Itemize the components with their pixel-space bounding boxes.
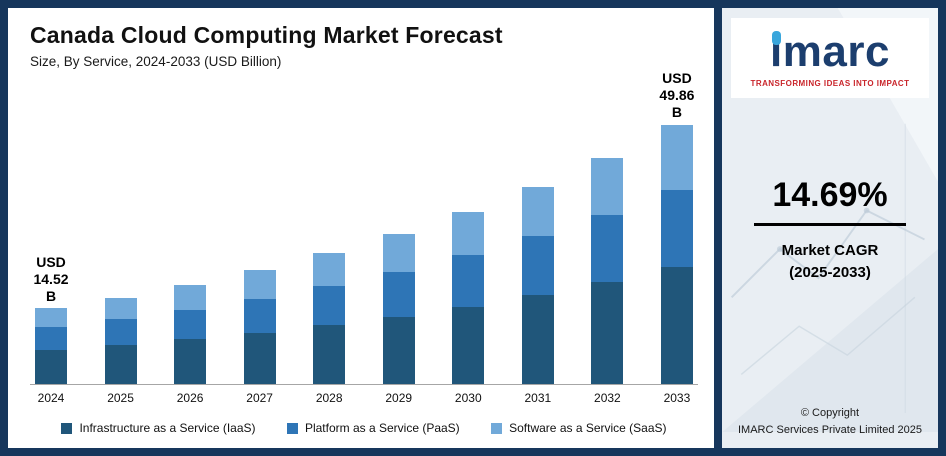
bar-stack-2033 <box>660 124 693 384</box>
bar-segment-iaas-2026 <box>174 339 207 384</box>
bar-segment-saas-2031 <box>521 186 554 237</box>
copyright-notice: © Copyright IMARC Services Private Limit… <box>738 405 922 438</box>
legend-label-iaas: Infrastructure as a Service (IaaS) <box>79 421 256 435</box>
bar-segment-paas-2030 <box>452 255 485 307</box>
cagr-underline <box>754 223 906 226</box>
plot-area: USD 14.52 B USD 49.86 B <box>30 70 698 385</box>
chart-title: Canada Cloud Computing Market Forecast <box>30 22 503 48</box>
bar-segment-saas-2030 <box>452 212 485 256</box>
imarc-logo-text: imarc <box>770 27 890 76</box>
bar-stack-2024 <box>35 308 67 384</box>
copyright-line2: IMARC Services Private Limited 2025 <box>737 423 922 436</box>
bar-column-2032 <box>590 158 624 384</box>
bar-segment-iaas-2031 <box>521 295 554 384</box>
x-axis-label-2032: 2032 <box>594 391 621 405</box>
bar-stack-2031 <box>521 186 554 384</box>
imarc-logo: imarc TRANSFORMING IDEAS INTO IMPACT <box>731 18 929 98</box>
bar-segment-paas-2025 <box>104 319 137 346</box>
x-axis-label-2029: 2029 <box>385 391 413 405</box>
x-axis-label-2030: 2030 <box>454 391 482 405</box>
bar-segment-iaas-2025 <box>104 345 137 384</box>
chart-area: Canada Cloud Computing Market Forecast S… <box>8 8 714 448</box>
x-axis-label-2027: 2027 <box>246 391 273 405</box>
bar-column-2031 <box>521 186 555 384</box>
bar-segment-paas-2027 <box>243 298 276 333</box>
cagr-label-line2: (2025-2033) <box>789 263 871 281</box>
bar-stack-2028 <box>313 253 346 384</box>
bar-stack-2030 <box>452 212 485 384</box>
bar-column-2026 <box>173 284 207 384</box>
cagr-value: 14.69% <box>772 176 888 214</box>
bar-stack-2029 <box>382 234 415 384</box>
bar-segment-saas-2029 <box>382 234 415 272</box>
bar-segment-saas-2025 <box>104 297 137 320</box>
x-axis-label-2031: 2031 <box>524 391 552 405</box>
bar-column-2029 <box>382 234 416 384</box>
chart-subtitle: Size, By Service, 2024-2033 (USD Billion… <box>30 54 282 69</box>
legend-label-paas: Platform as a Service (PaaS) <box>304 421 460 435</box>
bar-column-2028 <box>312 253 346 384</box>
bar-annotation-2024: USD 14.52 B <box>33 254 69 304</box>
bar-stack-2025 <box>104 297 137 384</box>
bar-segment-saas-2032 <box>591 158 624 215</box>
x-axis-label-2026: 2026 <box>176 391 204 405</box>
legend-swatch-paas <box>286 422 298 434</box>
bar-annotation-2033: USD 49.86 B <box>659 70 695 121</box>
legend-swatch-saas <box>491 422 503 434</box>
bar-segment-iaas-2024 <box>35 350 67 384</box>
bar-segment-iaas-2027 <box>243 332 276 384</box>
bar-segment-saas-2028 <box>313 253 346 287</box>
bar-segment-paas-2031 <box>521 236 554 296</box>
bar-stack-2032 <box>591 158 624 384</box>
bar-column-2030 <box>451 212 485 384</box>
bar-segment-paas-2028 <box>313 286 346 326</box>
legend-item-saas: Software as a Service (SaaS) <box>491 421 667 435</box>
legend-item-paas: Platform as a Service (PaaS) <box>286 421 460 435</box>
x-axis-labels: 2024 2025 2026 2027 2028 2029 2030 2031 2032 2033 <box>30 391 698 405</box>
bar-segment-iaas-2030 <box>452 306 485 384</box>
x-axis-label-2024: 2024 <box>37 391 65 405</box>
imarc-logo-dot-icon <box>772 31 782 45</box>
legend: Infrastructure as a Service (IaaS) Platfo… <box>30 421 698 435</box>
bar-segment-saas-2024 <box>35 308 67 328</box>
bar-segment-iaas-2028 <box>313 325 346 384</box>
x-axis-label-2033: 2033 <box>663 391 691 405</box>
bar-segment-paas-2032 <box>591 214 624 283</box>
bar-segment-saas-2027 <box>243 270 276 299</box>
bar-segment-paas-2029 <box>382 271 415 317</box>
legend-swatch-iaas <box>61 422 73 434</box>
x-axis-label-2025: 2025 <box>107 391 134 405</box>
bar-column-2024: USD 14.52 B <box>33 254 69 384</box>
imarc-tagline: TRANSFORMING IDEAS INTO IMPACT <box>750 79 910 88</box>
x-axis-label-2028: 2028 <box>315 391 343 405</box>
legend-item-iaas: Infrastructure as a Service (IaaS) <box>61 421 256 435</box>
bar-segment-paas-2033 <box>660 189 693 268</box>
bar-stack-2027 <box>243 270 276 384</box>
bar-segment-saas-2026 <box>174 284 207 310</box>
cagr-block: 14.69% Market CAGR (2025-2033) <box>754 176 906 284</box>
bar-segment-iaas-2033 <box>660 267 693 384</box>
bar-column-2027 <box>243 270 277 384</box>
legend-label-saas: Software as a Service (SaaS) <box>509 421 667 435</box>
bar-column-2033: USD 49.86 B <box>659 70 695 384</box>
brand-panel: imarc TRANSFORMING IDEAS INTO IMPACT 14.… <box>714 8 938 448</box>
cagr-label-line1: Market CAGR <box>781 242 879 259</box>
bar-segment-paas-2026 <box>174 309 207 340</box>
copyright-line1: © Copyright <box>800 407 860 419</box>
bar-segment-iaas-2029 <box>382 316 415 384</box>
bar-segment-paas-2024 <box>35 327 67 350</box>
bar-column-2025 <box>104 297 138 384</box>
bar-segment-iaas-2032 <box>591 282 624 384</box>
bar-stack-2026 <box>174 284 207 384</box>
bar-segment-saas-2033 <box>660 124 693 190</box>
